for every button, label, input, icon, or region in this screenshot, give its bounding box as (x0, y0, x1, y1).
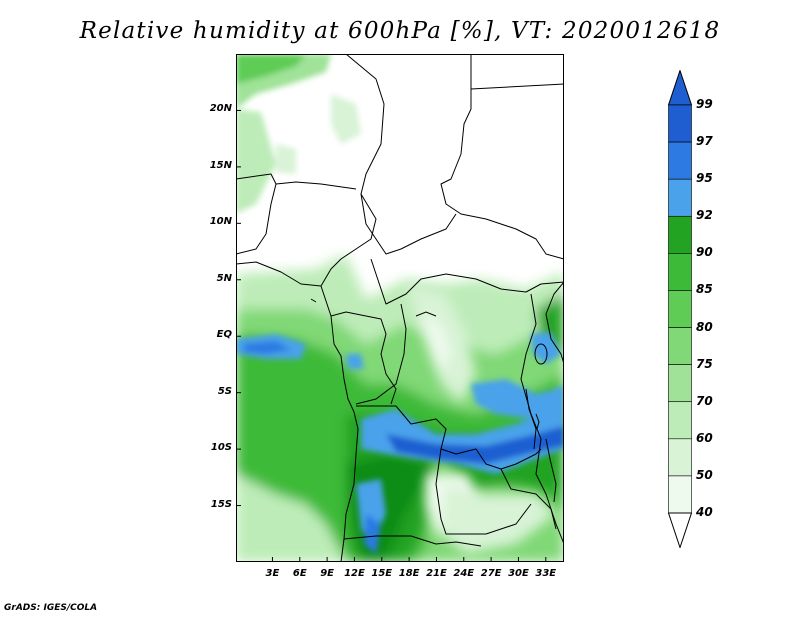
border-zambia-mozambique (500, 468, 557, 530)
colorbar-level-label: 85 (696, 282, 713, 297)
lat-label: 10N (209, 216, 232, 228)
lon-label: 27E (480, 568, 502, 579)
border-drc-south (356, 405, 542, 470)
colorbar-box (668, 253, 692, 291)
colorbar-box (668, 327, 692, 365)
colorbar-level-label: 70 (696, 393, 713, 408)
colorbar (668, 70, 692, 548)
lat-label: 15N (209, 159, 232, 171)
border-angola-namibia (343, 535, 482, 547)
colorbar-under-triangle (668, 512, 692, 548)
border-gabon-congo (330, 311, 397, 405)
colorbar-box (668, 364, 692, 403)
colorbar-box (668, 438, 692, 477)
colorbar-box (668, 104, 692, 143)
lat-label: 10S (210, 442, 232, 454)
border-angola-zambia (435, 448, 532, 535)
colorbar-box (668, 401, 692, 440)
lat-label: 15S (210, 498, 232, 510)
border-sahel-2 (236, 183, 277, 255)
country-borders (236, 54, 564, 562)
border-west-sahel (236, 173, 357, 190)
colorbar-box (668, 141, 692, 180)
colorbar-level-label: 99 (696, 97, 713, 111)
colorbar-level-label: 80 (696, 319, 713, 334)
colorbar-level-label: 90 (696, 245, 713, 260)
colorbar-level-label: 50 (696, 467, 713, 482)
colorbar-level-label: 97 (696, 134, 713, 149)
border-east-africa (545, 281, 564, 365)
lat-label: EQ (216, 329, 232, 341)
colorbar-level-label: 92 (696, 208, 713, 223)
lon-label: 30E (508, 568, 529, 579)
border-east-north-2 (470, 83, 564, 90)
lat-label: 5S (217, 385, 232, 397)
border-chad-car (360, 193, 457, 255)
border-car-south (370, 258, 564, 305)
lon-label: 3E (265, 568, 280, 579)
coastline (236, 261, 359, 562)
lon-label: 12E (344, 568, 365, 579)
colorbar-level-label: 75 (696, 356, 713, 371)
lon-label: 15E (371, 568, 393, 579)
saturated-bands (236, 332, 564, 554)
colorbar-box (668, 475, 692, 514)
lon-label: 33E (535, 568, 557, 579)
north-moisture-field (236, 54, 361, 214)
colorbar-box (668, 290, 692, 328)
lon-label: 6E (292, 568, 307, 579)
border-drc-west (355, 303, 407, 405)
humidity-map (236, 54, 564, 562)
colorbar-level-label: 60 (696, 430, 713, 445)
colorbar-box (668, 178, 692, 217)
lon-label: 18E (398, 568, 420, 579)
lat-label: 20N (209, 103, 232, 115)
lon-label: 21E (426, 568, 447, 579)
lon-label: 9E (320, 568, 334, 579)
lakes (310, 298, 557, 503)
colorbar-level-label: 95 (696, 171, 713, 186)
border-north-africa (320, 54, 385, 287)
lon-label: 24E (453, 568, 475, 579)
colorbar-over-triangle (668, 70, 692, 106)
axis-ticks (236, 109, 547, 562)
grads-credit: GrADS: IGES/COLA (4, 603, 98, 613)
colorbar-level-label: 40 (696, 505, 713, 519)
chart-title: Relative humidity at 600hPa [%], VT: 202… (79, 18, 721, 44)
border-east-north (440, 54, 564, 260)
colorbar-box (668, 215, 692, 254)
lat-label: 5N (216, 272, 232, 284)
